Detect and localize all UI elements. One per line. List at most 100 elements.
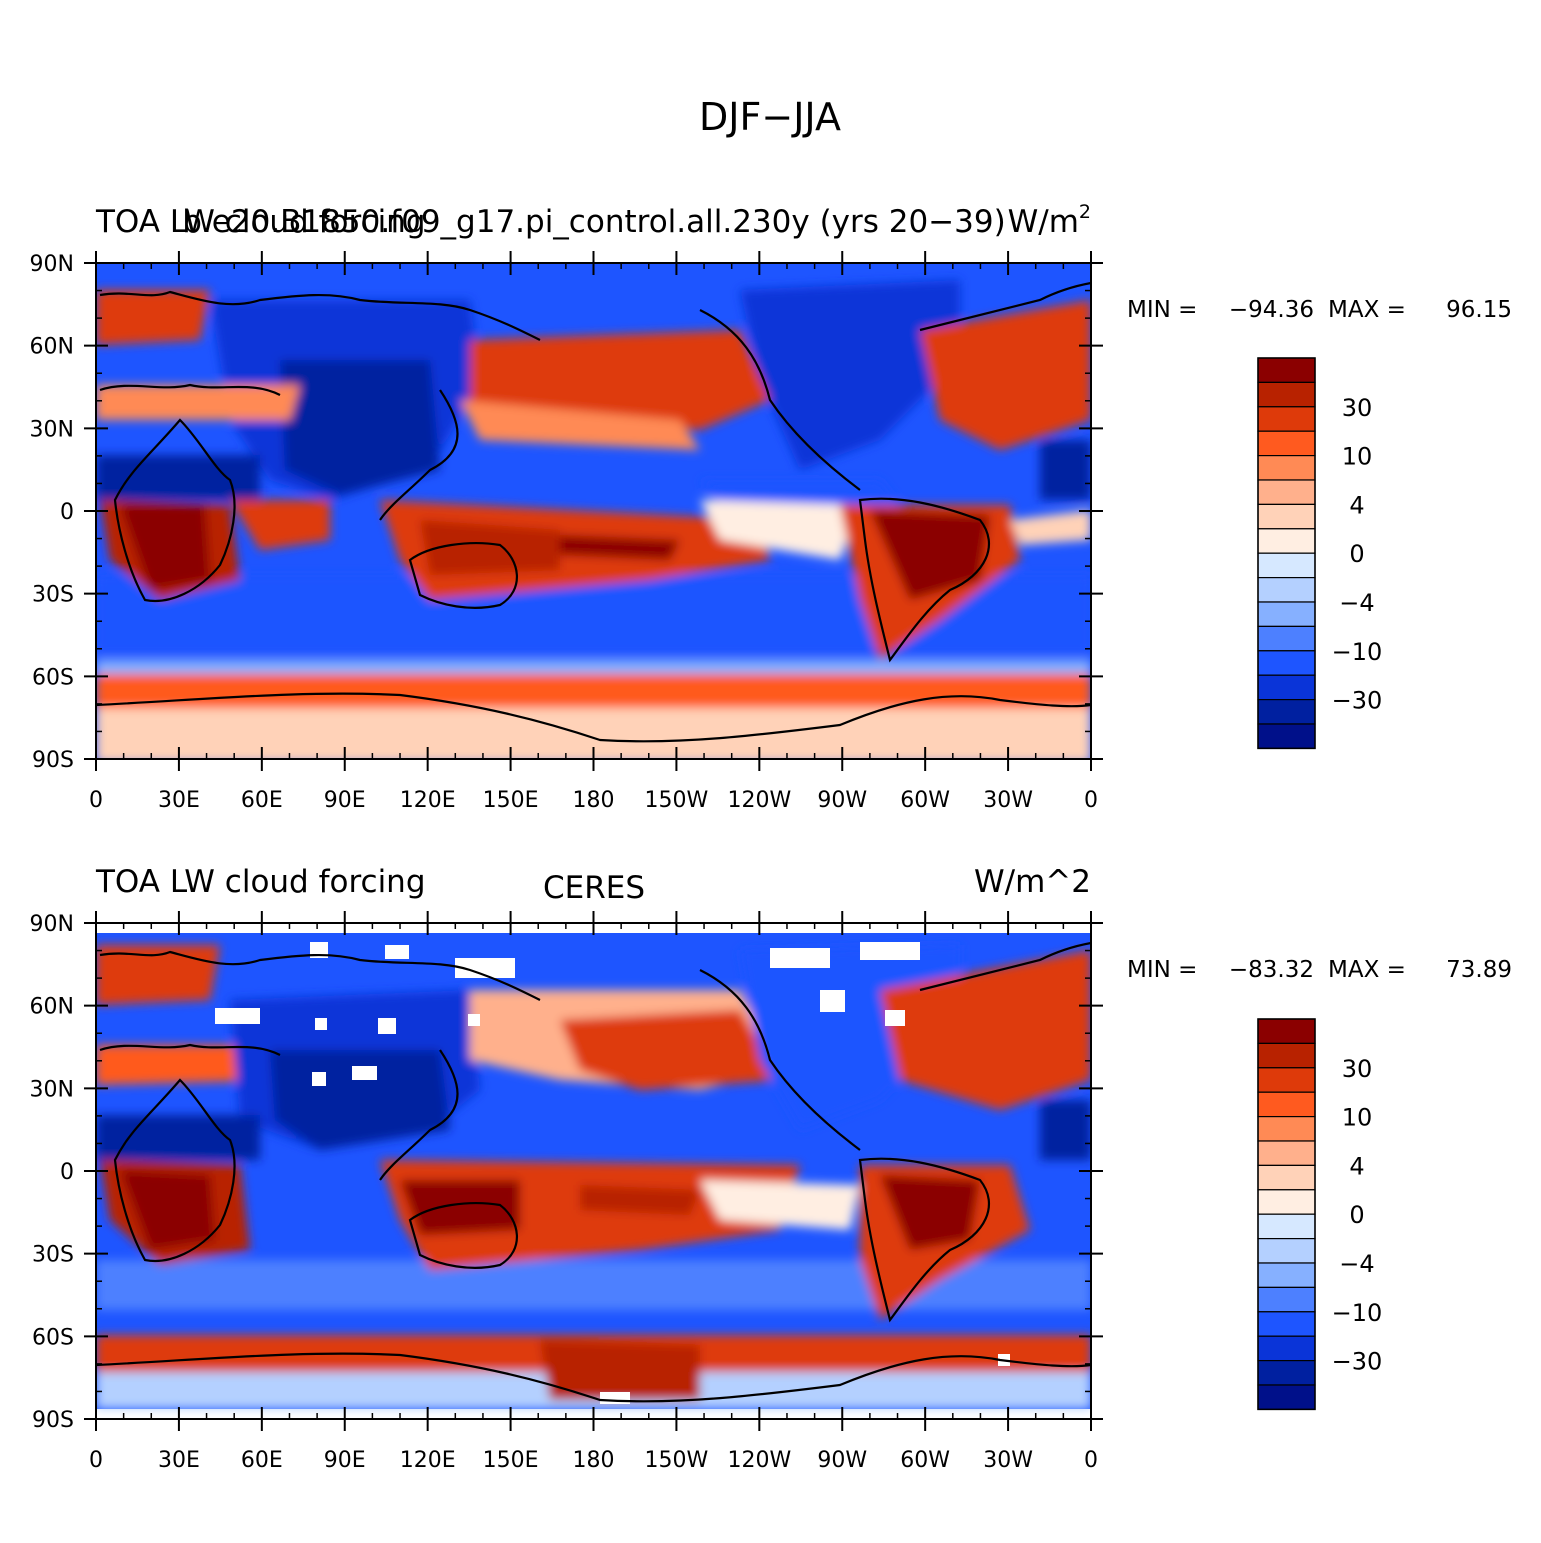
lon-tick-label: 60W — [900, 788, 950, 813]
lon-tick-label: 90W — [817, 1448, 867, 1473]
colorbar-box — [1257, 479, 1316, 505]
colorbar-box — [1257, 503, 1316, 530]
panel-1-left-title: TOA LW cloud forcing — [95, 204, 426, 240]
colorbar-box — [1257, 455, 1316, 481]
lon-tick-label: 0 — [1084, 1448, 1098, 1473]
panel-1-min-value: −94.36 — [1229, 297, 1314, 323]
map-field-1 — [96, 263, 1091, 759]
lat-tick-label: 30N — [30, 417, 74, 442]
colorbar-label: 30 — [1342, 1055, 1373, 1083]
lon-tick-label: 150E — [483, 1448, 539, 1473]
lon-tick-label: 60E — [241, 1448, 283, 1473]
panel-2-min-label: MIN = — [1127, 957, 1197, 983]
lat-tick-label: 90S — [32, 1408, 74, 1433]
colorbar-label: −10 — [1332, 1299, 1383, 1327]
colorbar-box — [1257, 1042, 1316, 1069]
lon-tick-label: 180 — [573, 788, 615, 813]
lon-tick-label: 30E — [158, 1448, 200, 1473]
lon-tick-label: 90E — [324, 788, 366, 813]
colorbar-label: 0 — [1349, 1201, 1364, 1229]
panel-obs: TOA LW cloud forcing CERES W/m^2 — [30, 864, 1512, 1473]
panel-1-units: W/m2 — [1008, 201, 1091, 240]
colorbar-box — [1257, 1335, 1316, 1362]
colorbar-box — [1257, 1262, 1316, 1288]
lon-tick-label: 120W — [727, 788, 791, 813]
colorbar-label: 30 — [1342, 394, 1373, 422]
panel-2-max-value: 73.89 — [1446, 957, 1512, 983]
colorbar-frame — [1257, 1018, 1316, 1411]
colorbar-box — [1257, 723, 1316, 749]
colorbar-label: −10 — [1332, 638, 1383, 666]
colorbar-box — [1257, 1311, 1316, 1337]
colorbar-label: −4 — [1339, 1250, 1374, 1278]
colorbar-box — [1257, 1091, 1316, 1118]
colorbar-box — [1257, 1237, 1316, 1264]
colorbar-label: 4 — [1349, 491, 1364, 519]
colorbar-box — [1257, 1213, 1316, 1240]
colorbar-box — [1257, 625, 1316, 652]
colorbar-box — [1257, 1164, 1316, 1191]
colorbar-box — [1257, 552, 1316, 579]
colorbar-box — [1257, 576, 1316, 603]
colorbar-box — [1257, 1286, 1316, 1313]
lon-tick-label: 0 — [89, 1448, 103, 1473]
panel-2-min-value: −83.32 — [1229, 957, 1314, 983]
colorbar-box — [1257, 430, 1316, 457]
axis-ticks-1: 90N 60N 30N 0 30S 60S 90S 0 30E 60E 90E 120E 150E 180… — [30, 251, 1103, 813]
lon-tick-label: 180 — [573, 1448, 615, 1473]
lon-tick-label: 30E — [158, 788, 200, 813]
panel-2-units: W/m^2 — [974, 864, 1091, 900]
lon-tick-label: 90E — [324, 1448, 366, 1473]
colorbar-label: 10 — [1342, 443, 1373, 471]
colorbar-label: −30 — [1332, 687, 1383, 715]
lat-tick-label: 30S — [32, 1243, 74, 1268]
lat-tick-label: 30N — [30, 1077, 74, 1102]
lon-tick-label: 60E — [241, 788, 283, 813]
colorbar-frame — [1257, 357, 1316, 750]
colorbar-box — [1257, 650, 1316, 676]
lon-tick-label: 150E — [483, 788, 539, 813]
colorbar-box — [1257, 1067, 1316, 1093]
colorbar-box — [1257, 1018, 1316, 1044]
panel-1-min-label: MIN = — [1127, 297, 1197, 323]
lat-tick-label: 90N — [30, 252, 74, 277]
colorbar-box — [1257, 1140, 1316, 1166]
panel-2-max-label: MAX = — [1328, 957, 1406, 983]
colorbar-box — [1257, 1189, 1316, 1215]
colorbar-label: 4 — [1349, 1152, 1364, 1180]
axis-ticks-2: 90N 60N 30N 0 30S 60S 90S 0 30E 60E 90E 120E 150E 180… — [30, 911, 1103, 1473]
lat-tick-label: 90S — [32, 748, 74, 773]
lat-tick-label: 60N — [30, 995, 74, 1020]
lon-tick-label: 0 — [1084, 788, 1098, 813]
lat-tick-label: 60N — [30, 335, 74, 360]
colorbar-box — [1257, 674, 1316, 701]
panel-1-max-value: 96.15 — [1446, 297, 1512, 323]
lon-tick-label: 120E — [400, 1448, 456, 1473]
panel-1-center-title: b.e20.B1850.f09_g17.pi_control.all.230y … — [182, 204, 1005, 240]
colorbar-box — [1257, 406, 1316, 432]
lon-tick-label: 120E — [400, 788, 456, 813]
colorbar-label: 0 — [1349, 540, 1364, 568]
lon-tick-label: 0 — [89, 788, 103, 813]
colorbar-box — [1257, 528, 1316, 554]
panel-1-max-label: MAX = — [1328, 297, 1406, 323]
colorbar-label: 10 — [1342, 1104, 1373, 1132]
lat-tick-label: 90N — [30, 912, 74, 937]
lon-tick-label: 30W — [983, 788, 1033, 813]
panel-2-left-title: TOA LW cloud forcing — [95, 864, 426, 900]
colorbar-box — [1257, 1384, 1316, 1410]
colorbar-label: −4 — [1339, 589, 1374, 617]
lat-tick-label: 60S — [32, 665, 74, 690]
lon-tick-label: 90W — [817, 788, 867, 813]
lon-tick-label: 30W — [983, 1448, 1033, 1473]
colorbar-box — [1257, 1115, 1316, 1142]
lat-tick-label: 0 — [60, 1160, 74, 1185]
lat-tick-label: 0 — [60, 500, 74, 525]
colorbar-label: −30 — [1332, 1348, 1383, 1376]
map-field-2 — [96, 923, 1091, 1419]
colorbar-box — [1257, 601, 1316, 627]
colorbar-box — [1257, 381, 1316, 408]
colorbar-2: 30 10 4 0 −4 −10 −30 — [1257, 1018, 1383, 1411]
colorbar-box — [1257, 698, 1316, 725]
